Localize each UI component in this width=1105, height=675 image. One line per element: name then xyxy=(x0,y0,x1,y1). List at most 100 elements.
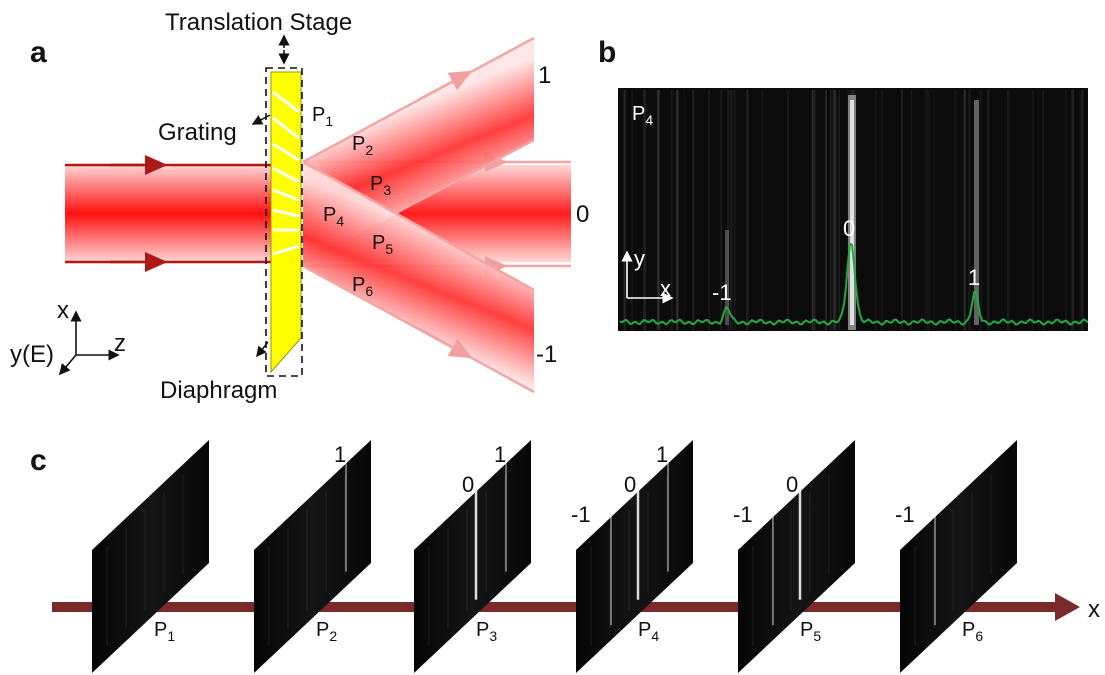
plane-name-label: P1 xyxy=(154,619,175,644)
plane-order-label: -1 xyxy=(571,502,591,527)
streak xyxy=(838,90,840,330)
streak xyxy=(658,90,660,330)
streak xyxy=(761,90,763,330)
pos-label-p3-text: P xyxy=(370,173,383,195)
plane-surface xyxy=(576,440,693,673)
streak xyxy=(720,90,723,330)
pos-label-p6-text: P xyxy=(352,274,365,296)
streak xyxy=(1007,90,1010,330)
minus-one-edge-bottom xyxy=(302,264,535,394)
streak xyxy=(692,90,695,330)
plane-name-label: P2 xyxy=(316,619,337,644)
pos-label-p3: P3 xyxy=(370,173,391,198)
axis-y-label: y(E) xyxy=(10,341,54,368)
position-labels: P1 P2 P3 P4 P5 P6 xyxy=(312,104,393,299)
streak xyxy=(623,90,625,330)
streak xyxy=(964,90,966,330)
plus-one-arrow xyxy=(419,70,473,101)
streak xyxy=(830,90,832,330)
streak xyxy=(926,90,928,330)
grating-slits xyxy=(272,90,300,256)
axis-x-label: x xyxy=(57,297,69,324)
order-label-plus-one: 1 xyxy=(538,62,551,89)
pos-label-p1: P1 xyxy=(312,104,333,129)
plane-order-label: -1 xyxy=(895,502,915,527)
streak xyxy=(986,90,990,330)
panel-b-order-plus-one: 1 xyxy=(968,265,980,290)
streak xyxy=(658,90,660,330)
plane-surface xyxy=(414,440,531,673)
plane-p3: 01 P3 xyxy=(414,440,531,673)
axis-y-arrow xyxy=(58,354,77,376)
subscript: 4 xyxy=(645,112,653,128)
order-label-minus-one: -1 xyxy=(536,341,557,368)
streak xyxy=(963,90,966,330)
plane-order-label: 1 xyxy=(334,442,346,467)
subscript: 3 xyxy=(383,182,391,198)
streak xyxy=(1038,90,1040,330)
grating-label: Grating xyxy=(158,119,237,146)
streak xyxy=(813,90,816,330)
pos-label-p4: P4 xyxy=(323,204,344,229)
streak xyxy=(968,90,971,330)
plane-surface xyxy=(738,440,855,673)
plane-order-label: 0 xyxy=(462,472,474,497)
streak xyxy=(910,90,912,330)
plane-surface xyxy=(92,440,209,673)
plane-p1: P1 xyxy=(92,440,209,673)
streak xyxy=(901,90,903,330)
subscript: 6 xyxy=(975,628,983,644)
intensity-profile xyxy=(619,242,1089,326)
panel-b-label: b xyxy=(598,36,616,69)
streak xyxy=(881,90,884,330)
streak xyxy=(1071,90,1075,330)
streak xyxy=(811,90,813,330)
plane-surface xyxy=(900,440,1017,673)
streak xyxy=(824,90,827,330)
diaphragm-pointer xyxy=(256,341,269,358)
panel-b-plane-label: P4 xyxy=(632,103,653,128)
grating-pointer xyxy=(251,114,271,125)
plane-name-label: P6 xyxy=(962,619,983,644)
minus-one-arrow xyxy=(419,327,473,359)
streak xyxy=(1032,90,1034,330)
subscript: 5 xyxy=(813,628,821,644)
minus-one-order-beam xyxy=(303,162,534,392)
streak xyxy=(812,90,815,330)
incident-beam xyxy=(65,165,273,262)
subscript: 6 xyxy=(365,283,373,299)
pos-label-p1-text: P xyxy=(312,104,325,126)
subscript: 1 xyxy=(167,628,175,644)
subscript: 5 xyxy=(385,241,393,257)
streak xyxy=(670,90,673,330)
plane-p4: -1 01 P4 xyxy=(571,440,693,673)
streak xyxy=(924,90,926,330)
streak xyxy=(676,90,679,330)
streak xyxy=(746,90,749,330)
streak xyxy=(623,90,627,330)
plane-order-label: 1 xyxy=(656,442,668,467)
panel-b-order-zero: 0 xyxy=(843,216,855,241)
grating-element xyxy=(270,71,302,374)
plane-p2: 1 P2 xyxy=(254,440,371,673)
pos-label-p6: P6 xyxy=(352,274,373,299)
plane-name-label: P5 xyxy=(800,619,821,644)
plane-order-label: 0 xyxy=(624,472,636,497)
streak xyxy=(708,90,710,330)
plane-order-label: 1 xyxy=(494,442,506,467)
streak xyxy=(727,90,729,330)
streak xyxy=(875,90,877,330)
subscript: 1 xyxy=(325,113,333,129)
panel-b-axis-y-label: y xyxy=(634,246,645,271)
coordinate-axes: x z y(E) xyxy=(10,297,126,376)
minus-one-edge-top xyxy=(302,160,535,292)
plane-order-label: 0 xyxy=(786,472,798,497)
subscript: 4 xyxy=(651,628,659,644)
streak xyxy=(643,90,647,330)
axis-z-label: z xyxy=(114,330,126,357)
subscript: 2 xyxy=(329,628,337,644)
streak xyxy=(927,90,931,330)
